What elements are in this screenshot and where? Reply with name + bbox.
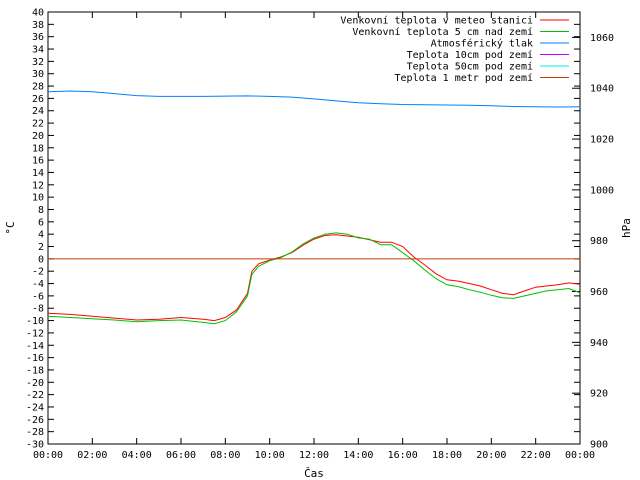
y2-tick-label: 900 <box>590 440 608 451</box>
y-tick-label: -20 <box>26 378 44 389</box>
y-tick-label: -26 <box>26 415 44 426</box>
series-line-2 <box>47 232 581 325</box>
y2-axis-ticks: 1060 1040 1020 1000 980 960 940 920 900 <box>572 33 614 451</box>
y-tick-label: 30 <box>32 69 44 80</box>
y2-tick-label: 1060 <box>590 33 614 44</box>
y-tick-label: 26 <box>32 94 44 105</box>
y-tick-label: 0 <box>38 254 44 265</box>
y2-tick-label: 920 <box>590 389 608 400</box>
y-tick-label: 28 <box>32 82 44 93</box>
y-tick-label: 16 <box>32 156 44 167</box>
y-tick-label: -4 <box>32 279 44 290</box>
y-tick-label: -12 <box>26 328 44 339</box>
y-tick-label: 32 <box>32 57 44 68</box>
legend-label: Teplota 10cm pod zemí <box>407 49 533 61</box>
y-tick-label: 38 <box>32 20 44 31</box>
x-tick-label: 20:00 <box>476 450 506 461</box>
x-tick-label: 18:00 <box>432 450 462 461</box>
y-tick-label: 40 <box>32 8 44 19</box>
y-tick-label: 10 <box>32 193 44 204</box>
legend: Venkovní teplota v meteo staniciVenkovní… <box>340 15 569 84</box>
x-tick-label: 06:00 <box>166 450 196 461</box>
legend-label: Teplota 1 metr pod zemí <box>395 72 533 84</box>
legend-label: Venkovní teplota v meteo stanici <box>340 15 533 27</box>
y2-axis-label: hPa <box>620 218 633 238</box>
x-tick-label: 02:00 <box>77 450 107 461</box>
y-tick-label: 6 <box>38 217 44 228</box>
series-lines <box>47 90 581 325</box>
x-tick-label: 14:00 <box>343 450 373 461</box>
y2-tick-label: 1040 <box>590 84 614 95</box>
series-line-3 <box>47 90 581 108</box>
x-tick-label: 22:00 <box>521 450 551 461</box>
legend-label: Venkovní teplota 5 cm nad zemí <box>352 26 533 38</box>
y-tick-label: -6 <box>32 291 44 302</box>
y-tick-label: -24 <box>26 402 44 413</box>
y-tick-label: 20 <box>32 131 44 142</box>
legend-label: Atmosférický tlak <box>431 38 533 50</box>
x-tick-label: 04:00 <box>122 450 152 461</box>
y2-tick-label: 960 <box>590 287 608 298</box>
y2-tick-label: 940 <box>590 338 608 349</box>
x-tick-label: 10:00 <box>255 450 285 461</box>
y-tick-label: 12 <box>32 180 44 191</box>
series-line-1 <box>47 234 581 322</box>
y-tick-label: 34 <box>32 45 44 56</box>
y-axis-ticks: 4038363432302826242220181614121086420-2-… <box>26 8 580 451</box>
x-tick-label: 16:00 <box>388 450 418 461</box>
y-tick-label: -16 <box>26 353 44 364</box>
x-axis-ticks: 00:00 02:00 04:00 06:00 08:00 10:00 12:00 14:00… <box>33 12 595 461</box>
y-axis-label: °C <box>4 221 17 234</box>
y-tick-label: 8 <box>38 205 44 216</box>
y-tick-label: 2 <box>38 242 44 253</box>
x-tick-label: 00:00 <box>565 450 595 461</box>
y-tick-label: 18 <box>32 143 44 154</box>
y-tick-label: -8 <box>32 304 44 315</box>
y2-tick-label: 1020 <box>590 135 614 146</box>
y-tick-label: 36 <box>32 32 44 43</box>
x-tick-label: 08:00 <box>210 450 240 461</box>
y-tick-label: -28 <box>26 427 44 438</box>
y-tick-label: 22 <box>32 119 44 130</box>
y-tick-label: 14 <box>32 168 44 179</box>
y-tick-label: -2 <box>32 267 44 278</box>
y-tick-label: -14 <box>26 341 44 352</box>
y-tick-label: 4 <box>38 230 44 241</box>
x-tick-label: 12:00 <box>299 450 329 461</box>
y-tick-label: -18 <box>26 365 44 376</box>
y2-tick-label: 1000 <box>590 185 614 196</box>
y2-tick-label: 980 <box>590 236 608 247</box>
legend-label: Teplota 50cm pod zemí <box>407 61 533 73</box>
y-tick-label: -10 <box>26 316 44 327</box>
y-tick-label: -22 <box>26 390 44 401</box>
x-axis-label: Čas <box>304 467 324 480</box>
x-tick-label: 00:00 <box>33 450 63 461</box>
y-tick-label: 24 <box>32 106 44 117</box>
y-tick-label: -30 <box>26 440 44 451</box>
